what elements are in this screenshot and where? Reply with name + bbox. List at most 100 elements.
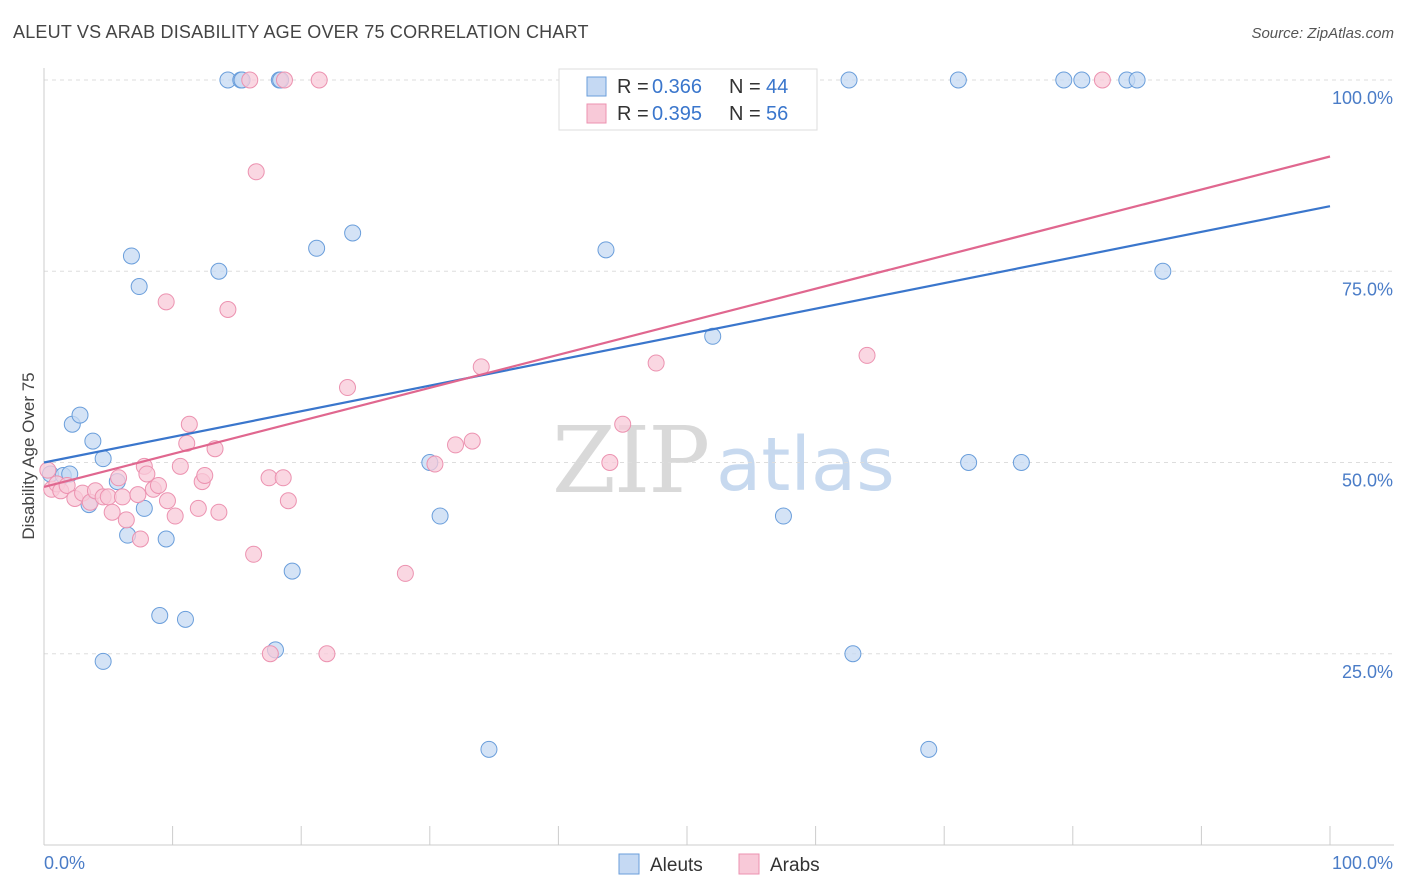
arab-point-26 bbox=[180, 415, 198, 433]
aleut-point-37 bbox=[949, 71, 967, 89]
legend-label-arabs: Arabs bbox=[770, 855, 820, 876]
aleut-point-23 bbox=[308, 239, 326, 257]
arab-point-16 bbox=[131, 530, 149, 548]
aleut-point-36 bbox=[920, 740, 938, 758]
arab-point-34 bbox=[245, 545, 263, 563]
legend: Aleuts Arabs bbox=[618, 853, 820, 876]
aleut-point-41 bbox=[1073, 71, 1091, 89]
arab-point-0 bbox=[39, 461, 57, 479]
aleut-point-15 bbox=[176, 610, 194, 628]
aleut-point-14 bbox=[157, 530, 175, 548]
stats-box: R = 0.366 N = 44 R = 0.395 N = 56 bbox=[558, 68, 818, 131]
arab-point-11 bbox=[103, 503, 121, 521]
arab-point-22 bbox=[157, 293, 175, 311]
x-tick-label-100: 100.0% bbox=[1332, 853, 1393, 873]
aleut-point-28 bbox=[431, 507, 449, 525]
arab-trend-line bbox=[43, 155, 1331, 489]
aleut-point-16 bbox=[94, 652, 112, 670]
aleut-point-40 bbox=[1055, 71, 1073, 89]
y-axis-title: Disability Age Over 75 bbox=[19, 372, 38, 539]
arab-point-43 bbox=[338, 379, 356, 397]
stats-n-value-arabs: 56 bbox=[766, 103, 788, 125]
arab-point-41 bbox=[310, 71, 328, 89]
arab-point-36 bbox=[260, 469, 278, 487]
aleut-point-30 bbox=[597, 241, 615, 259]
arab-point-21 bbox=[158, 492, 176, 510]
trend-lines bbox=[43, 155, 1331, 489]
arab-point-44 bbox=[396, 564, 414, 582]
gridlines bbox=[44, 79, 1394, 655]
arab-point-23 bbox=[166, 507, 184, 525]
x-axis-ticks bbox=[43, 826, 1331, 845]
y-tick-labels: 25.0% 50.0% 75.0% 100.0% bbox=[1332, 88, 1393, 682]
aleut-trend-line bbox=[43, 205, 1331, 464]
watermark-atlas: atlas bbox=[716, 422, 895, 508]
arab-point-52 bbox=[858, 346, 876, 364]
stats-n-value-aleuts: 44 bbox=[766, 76, 788, 98]
aleut-point-4 bbox=[71, 406, 89, 424]
y-tick-label-25: 25.0% bbox=[1342, 662, 1393, 682]
arab-point-14 bbox=[117, 511, 135, 529]
series-arabs-points bbox=[39, 71, 1111, 663]
arab-point-46 bbox=[447, 436, 465, 454]
arab-point-50 bbox=[614, 415, 632, 433]
stats-n-label-aleuts: N = bbox=[729, 76, 761, 98]
stats-r-label-arabs: R = bbox=[617, 103, 649, 125]
source-credit: Source: ZipAtlas.com bbox=[1251, 25, 1394, 42]
arab-point-42 bbox=[318, 645, 336, 663]
stats-n-label-arabs: N = bbox=[729, 103, 761, 125]
arab-point-40 bbox=[279, 492, 297, 510]
stats-swatch-aleuts bbox=[586, 76, 607, 97]
arab-point-38 bbox=[274, 469, 292, 487]
arab-point-45 bbox=[426, 455, 444, 473]
arab-point-51 bbox=[647, 354, 665, 372]
arab-point-10 bbox=[99, 488, 117, 506]
arab-point-31 bbox=[210, 503, 228, 521]
aleut-point-33 bbox=[774, 507, 792, 525]
arab-point-12 bbox=[110, 469, 128, 487]
arab-point-13 bbox=[113, 488, 131, 506]
legend-label-aleuts: Aleuts bbox=[650, 855, 703, 876]
aleut-point-10 bbox=[122, 247, 140, 265]
y-tick-label-75: 75.0% bbox=[1342, 279, 1393, 299]
arab-point-49 bbox=[601, 454, 619, 471]
aleut-point-39 bbox=[1012, 454, 1030, 471]
arab-point-20 bbox=[149, 476, 167, 494]
arab-point-27 bbox=[189, 499, 207, 517]
aleut-point-12 bbox=[135, 499, 153, 517]
arab-point-37 bbox=[261, 645, 279, 663]
y-tick-label-100: 100.0% bbox=[1332, 88, 1393, 108]
stats-r-label-aleuts: R = bbox=[617, 76, 649, 98]
aleut-point-5 bbox=[84, 432, 102, 450]
arab-point-18 bbox=[138, 465, 156, 483]
arab-point-24 bbox=[171, 457, 189, 475]
arab-point-29 bbox=[196, 467, 214, 485]
stats-r-value-arabs: 0.395 bbox=[652, 103, 702, 125]
arab-point-35 bbox=[247, 163, 265, 181]
aleut-point-35 bbox=[844, 645, 862, 663]
aleut-point-17 bbox=[210, 262, 228, 280]
legend-swatch-aleuts bbox=[618, 853, 640, 875]
aleut-point-13 bbox=[151, 607, 169, 624]
aleut-point-44 bbox=[1154, 262, 1172, 280]
aleut-point-34 bbox=[840, 71, 858, 89]
x-tick-label-0: 0.0% bbox=[44, 853, 85, 873]
aleut-point-11 bbox=[130, 278, 148, 296]
legend-swatch-arabs bbox=[738, 853, 760, 875]
stats-r-value-aleuts: 0.366 bbox=[652, 76, 702, 98]
arab-point-32 bbox=[219, 301, 237, 318]
aleut-point-29 bbox=[480, 740, 498, 758]
aleut-point-7 bbox=[94, 450, 112, 468]
arab-point-33 bbox=[241, 71, 259, 89]
aleut-point-25 bbox=[283, 562, 301, 580]
arab-point-39 bbox=[275, 71, 293, 89]
stats-swatch-arabs bbox=[586, 103, 607, 124]
chart-title: ALEUT VS ARAB DISABILITY AGE OVER 75 COR… bbox=[13, 22, 589, 42]
aleut-point-43 bbox=[1128, 71, 1146, 89]
arab-point-53 bbox=[1093, 71, 1111, 89]
aleut-point-24 bbox=[344, 224, 362, 242]
aleut-point-38 bbox=[960, 454, 978, 471]
arab-point-15 bbox=[129, 486, 147, 504]
y-tick-label-50: 50.0% bbox=[1342, 471, 1393, 491]
